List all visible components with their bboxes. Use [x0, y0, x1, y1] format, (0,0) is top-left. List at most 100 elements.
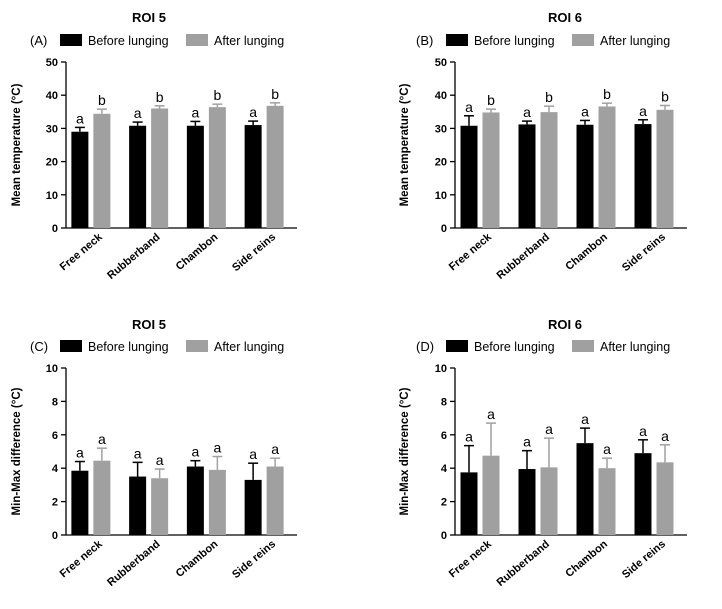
x-tick-label: Free neck — [447, 231, 495, 274]
chart-title: ROI 5 — [132, 10, 166, 25]
bar — [93, 113, 111, 228]
bar — [208, 107, 226, 228]
y-axis-label: Min-Max difference (°C) — [11, 387, 23, 515]
x-tick-label: Chambon — [563, 231, 610, 273]
significance-letter: a — [76, 445, 84, 461]
x-tick-label: Free neck — [447, 538, 495, 581]
x-tick-label: Chambon — [563, 538, 610, 580]
significance-letter: a — [134, 445, 142, 461]
significance-letter: b — [98, 92, 106, 108]
bar — [460, 472, 478, 535]
bar — [540, 467, 558, 535]
significance-letter: b — [603, 86, 611, 102]
bar — [656, 109, 674, 228]
y-tick-label: 30 — [435, 123, 447, 135]
legend: Before lunging After lunging — [446, 340, 670, 354]
legend-swatch — [446, 340, 468, 352]
significance-letter: a — [134, 105, 142, 121]
chart-title: ROI 5 — [132, 317, 166, 332]
y-tick-label: 0 — [441, 530, 447, 542]
y-tick-label: 50 — [46, 57, 58, 69]
legend-swatch — [186, 34, 208, 46]
bar — [244, 125, 262, 228]
significance-letter: a — [603, 441, 611, 457]
significance-letter: a — [581, 411, 589, 427]
x-tick-label: Rubberband — [105, 538, 162, 589]
bar — [186, 466, 204, 535]
x-tick-label: Chambon — [174, 231, 221, 273]
y-tick-label: 50 — [435, 57, 447, 69]
x-tick-label: Side reins — [230, 231, 278, 274]
y-tick-label: 40 — [435, 90, 447, 102]
y-tick-label: 8 — [52, 396, 58, 408]
significance-letter: a — [213, 440, 221, 456]
legend-label: After lunging — [214, 34, 284, 48]
significance-letter: a — [661, 428, 669, 444]
bar — [482, 455, 500, 535]
bar — [266, 105, 284, 228]
significance-letter: b — [661, 88, 669, 104]
bar — [634, 124, 652, 228]
significance-letter: b — [271, 86, 279, 102]
y-tick-label: 2 — [441, 497, 447, 509]
bar — [186, 125, 204, 228]
chart-panel-2: ROI 6 (B) Before lunging After lunging 0 10 20… — [399, 10, 687, 282]
y-axis-label: Mean temperature (°C) — [11, 83, 23, 206]
y-tick-label: 20 — [435, 157, 447, 169]
significance-letter: a — [271, 441, 279, 457]
significance-letter: a — [191, 104, 199, 120]
y-tick-label: 10 — [46, 363, 58, 375]
x-tick-label: Side reins — [620, 231, 668, 274]
legend-label: Before lunging — [474, 34, 555, 48]
significance-letter: a — [76, 110, 84, 126]
chart-panel-4: ROI 6 (D) Before lunging After lunging 0 2 4 6 8… — [399, 317, 687, 589]
panel-label: (B) — [416, 33, 433, 48]
legend-label: Before lunging — [474, 340, 555, 354]
bar — [576, 443, 594, 535]
legend-swatch — [60, 34, 82, 46]
x-tick-label: Rubberband — [495, 231, 552, 282]
significance-letter: b — [545, 89, 553, 105]
bar — [71, 470, 89, 535]
bar — [151, 108, 169, 228]
bar — [208, 469, 226, 535]
significance-letter: a — [581, 103, 589, 119]
y-axis-label: Min-Max difference (°C) — [399, 387, 411, 515]
y-tick-label: 10 — [435, 190, 447, 202]
panel-label: (C) — [30, 339, 48, 354]
bar — [151, 478, 169, 535]
chart-panel-1: ROI 5 (A) Before lunging After lunging 0 10 20… — [11, 10, 297, 282]
significance-letter: a — [465, 99, 473, 115]
significance-letter: b — [213, 87, 221, 103]
legend-label: After lunging — [600, 340, 670, 354]
y-tick-label: 4 — [441, 463, 448, 475]
x-tick-label: Rubberband — [495, 538, 552, 589]
significance-letter: b — [156, 89, 164, 105]
significance-letter: a — [249, 446, 257, 462]
bar — [634, 453, 652, 535]
chart-title: ROI 6 — [548, 317, 582, 332]
chart-panel-3: ROI 5 (C) Before lunging After lunging 0 2 4 6 8… — [11, 317, 297, 589]
significance-letter: b — [487, 92, 495, 108]
bar — [93, 460, 111, 535]
significance-letter: a — [639, 103, 647, 119]
y-tick-label: 30 — [46, 123, 58, 135]
significance-letter: a — [523, 434, 531, 450]
legend-swatch — [572, 34, 594, 46]
bar — [540, 112, 558, 228]
significance-letter: a — [249, 104, 257, 120]
bar — [129, 476, 147, 535]
y-tick-label: 6 — [441, 430, 447, 442]
legend-label: Before lunging — [88, 34, 169, 48]
bar — [518, 124, 536, 228]
bar — [598, 468, 616, 535]
y-tick-label: 2 — [52, 497, 58, 509]
bar — [598, 106, 616, 228]
bar — [656, 462, 674, 535]
bar — [266, 466, 284, 535]
x-tick-label: Free neck — [58, 538, 106, 581]
y-tick-label: 4 — [52, 463, 59, 475]
x-tick-label: Side reins — [230, 538, 278, 581]
legend-swatch — [60, 340, 82, 352]
